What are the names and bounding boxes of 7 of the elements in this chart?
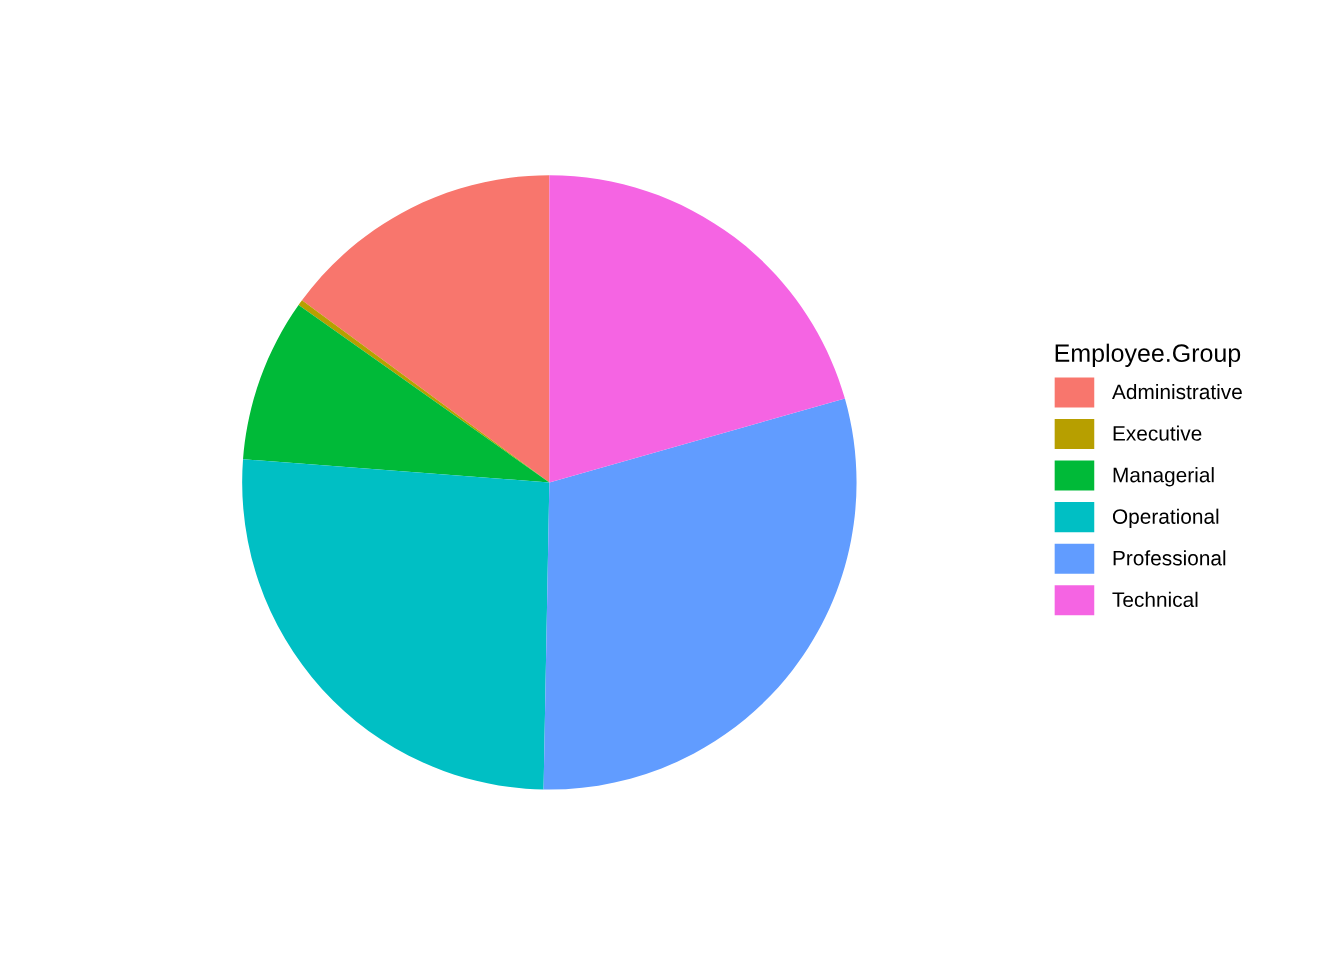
legend-label: Operational xyxy=(1112,508,1219,529)
legend-label: Administrative xyxy=(1112,383,1242,400)
legend-label: Managerial xyxy=(1113,467,1214,487)
legend-label: Executive xyxy=(1113,425,1202,441)
legend-label: Professional xyxy=(1113,550,1226,566)
legend-title: Employee.Group xyxy=(1055,343,1241,367)
legend-label: Technical xyxy=(1112,591,1198,608)
